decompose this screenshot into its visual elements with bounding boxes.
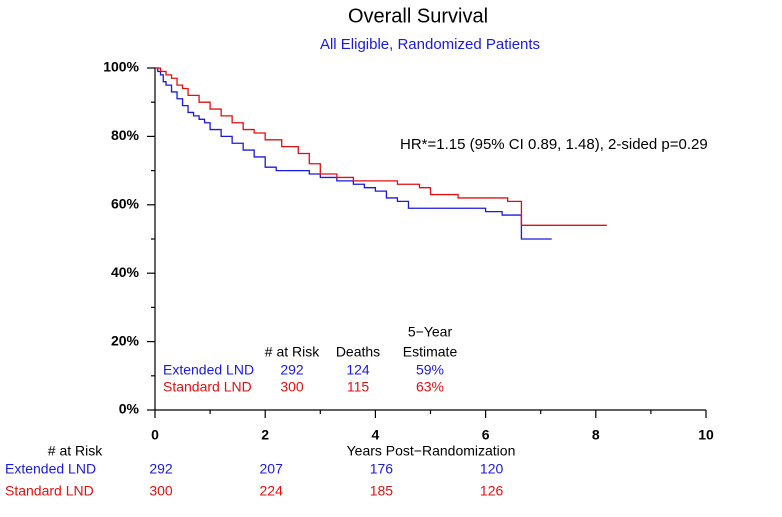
risk-row-label: Extended LND xyxy=(5,461,96,477)
table-cell: 292 xyxy=(280,362,304,378)
x-tick-label: 0 xyxy=(151,427,159,443)
risk-table-title: # at Risk xyxy=(48,443,103,459)
x-axis-label: Years Post−Randomization xyxy=(347,443,516,459)
risk-count: 224 xyxy=(260,483,284,499)
risk-count: 126 xyxy=(480,483,504,499)
y-tick-label: 0% xyxy=(119,401,140,417)
survival-curve xyxy=(155,67,552,240)
table-header: # at Risk xyxy=(265,344,320,360)
risk-count: 207 xyxy=(260,461,284,477)
chart-subtitle: All Eligible, Randomized Patients xyxy=(320,36,540,53)
table-cell: 124 xyxy=(346,362,370,378)
y-tick-label: 80% xyxy=(111,127,140,143)
risk-count: 292 xyxy=(149,461,173,477)
y-tick-label: 100% xyxy=(103,59,139,75)
risk-count: 120 xyxy=(480,461,504,477)
table-cell: 300 xyxy=(280,379,304,395)
risk-row-label: Standard LND xyxy=(5,483,94,499)
x-tick-label: 2 xyxy=(261,427,269,443)
table-header: 5−Year xyxy=(408,324,453,340)
risk-count: 300 xyxy=(149,483,173,499)
chart-title: Overall Survival xyxy=(348,5,488,27)
table-cell: 63% xyxy=(416,379,444,395)
table-header: Deaths xyxy=(336,344,380,360)
y-tick-label: 60% xyxy=(111,196,140,212)
table-row-label: Extended LND xyxy=(163,362,254,378)
y-tick-label: 40% xyxy=(111,264,140,280)
y-tick-label: 20% xyxy=(111,332,140,348)
x-tick-label: 10 xyxy=(698,427,714,443)
table-header: Estimate xyxy=(403,344,458,360)
risk-count: 185 xyxy=(370,483,394,499)
table-cell: 115 xyxy=(347,379,370,395)
annotation: HR*=1.15 (95% CI 0.89, 1.48), 2-sided p=… xyxy=(400,136,708,153)
table-cell: 59% xyxy=(416,362,444,378)
table-row-label: Standard LND xyxy=(163,379,252,395)
x-tick-label: 6 xyxy=(482,427,490,443)
x-tick-label: 4 xyxy=(372,427,380,443)
risk-count: 176 xyxy=(370,461,394,477)
x-tick-label: 8 xyxy=(592,427,600,443)
survival-curve xyxy=(155,67,607,226)
